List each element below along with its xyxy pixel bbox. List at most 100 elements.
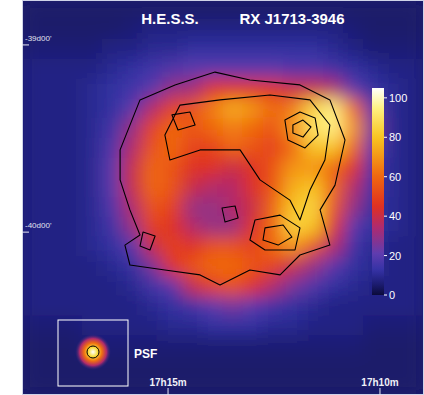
cell bbox=[283, 158, 304, 179]
cell bbox=[283, 316, 304, 337]
cell bbox=[122, 138, 143, 159]
cell bbox=[243, 355, 264, 376]
cell bbox=[223, 158, 244, 179]
cell bbox=[42, 138, 63, 159]
cell bbox=[142, 237, 163, 258]
cell bbox=[243, 276, 264, 297]
cell bbox=[243, 375, 264, 395]
cell bbox=[182, 177, 203, 198]
cell bbox=[303, 98, 324, 119]
cell bbox=[343, 79, 364, 100]
cell bbox=[303, 375, 324, 395]
cell bbox=[223, 98, 244, 119]
y-tick-label: -40d00' bbox=[25, 221, 52, 230]
cell bbox=[42, 0, 63, 20]
cell bbox=[263, 375, 284, 395]
cell bbox=[202, 0, 223, 20]
cell bbox=[102, 0, 123, 20]
cell bbox=[283, 355, 304, 376]
cell bbox=[142, 217, 163, 238]
cell bbox=[403, 256, 424, 277]
cell bbox=[223, 39, 244, 60]
cell bbox=[102, 217, 123, 238]
colorbar-tick-label: 40 bbox=[389, 210, 401, 222]
cell bbox=[82, 217, 103, 238]
cell bbox=[323, 39, 344, 60]
cell bbox=[42, 256, 63, 277]
cell bbox=[343, 316, 364, 337]
cell bbox=[142, 197, 163, 218]
cell bbox=[343, 19, 364, 40]
cell bbox=[182, 138, 203, 159]
cell bbox=[62, 118, 83, 139]
cell bbox=[62, 138, 83, 159]
cell bbox=[223, 316, 244, 337]
cell bbox=[263, 138, 284, 159]
cell bbox=[62, 197, 83, 218]
contour bbox=[222, 206, 238, 222]
cell bbox=[263, 59, 284, 80]
cell bbox=[22, 276, 43, 297]
cell bbox=[263, 355, 284, 376]
cell bbox=[303, 276, 324, 297]
cell bbox=[403, 237, 424, 258]
colorbar-tick bbox=[384, 295, 387, 296]
colorbar-tick bbox=[384, 137, 387, 138]
cell bbox=[82, 0, 103, 20]
cell bbox=[403, 335, 424, 356]
cell bbox=[142, 118, 163, 139]
contour bbox=[263, 225, 292, 245]
cell bbox=[62, 256, 83, 277]
cell bbox=[22, 98, 43, 119]
cell bbox=[403, 19, 424, 40]
cell bbox=[283, 177, 304, 198]
colorbar-tick bbox=[384, 216, 387, 217]
cell bbox=[202, 316, 223, 337]
cell bbox=[62, 59, 83, 80]
cell bbox=[223, 237, 244, 258]
cell bbox=[363, 296, 384, 317]
cell bbox=[403, 0, 424, 20]
cell bbox=[403, 316, 424, 337]
cell bbox=[223, 296, 244, 317]
cell bbox=[303, 79, 324, 100]
cell bbox=[403, 197, 424, 218]
colorbar-tick-label: 20 bbox=[389, 250, 401, 262]
cell bbox=[223, 375, 244, 395]
cell bbox=[62, 39, 83, 60]
cell bbox=[162, 217, 183, 238]
cell bbox=[363, 59, 384, 80]
cell bbox=[343, 237, 364, 258]
cell bbox=[82, 59, 103, 80]
cell bbox=[283, 59, 304, 80]
cell bbox=[263, 276, 284, 297]
cell bbox=[403, 39, 424, 60]
cell bbox=[182, 197, 203, 218]
x-tick bbox=[379, 388, 380, 395]
colorbar bbox=[372, 88, 384, 295]
cell bbox=[62, 296, 83, 317]
cell bbox=[303, 237, 324, 258]
cell bbox=[182, 335, 203, 356]
cell bbox=[303, 118, 324, 139]
cell bbox=[343, 256, 364, 277]
cell bbox=[62, 316, 83, 337]
cell bbox=[22, 158, 43, 179]
cell bbox=[363, 355, 384, 376]
cell bbox=[162, 138, 183, 159]
cell bbox=[202, 217, 223, 238]
cell bbox=[42, 335, 63, 356]
cell bbox=[162, 39, 183, 60]
cell bbox=[122, 158, 143, 179]
cell bbox=[323, 276, 344, 297]
cell bbox=[323, 59, 344, 80]
cell bbox=[263, 158, 284, 179]
cell bbox=[202, 237, 223, 258]
cell bbox=[303, 59, 324, 80]
cell bbox=[263, 335, 284, 356]
cell bbox=[283, 296, 304, 317]
cell bbox=[142, 98, 163, 119]
cell bbox=[42, 375, 63, 395]
cell bbox=[122, 19, 143, 40]
x-tick bbox=[168, 388, 169, 395]
